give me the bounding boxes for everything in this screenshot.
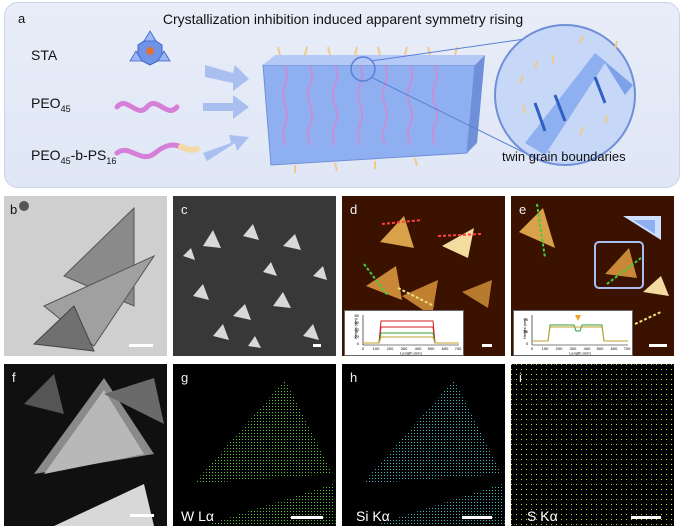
panel-letter-a: a <box>18 11 26 26</box>
eds-map-s: i S Kα <box>511 364 674 526</box>
svg-text:0: 0 <box>357 341 360 346</box>
peo-label: PEO45 <box>31 95 71 114</box>
svg-text:300: 300 <box>570 346 577 351</box>
svg-text:600: 600 <box>611 346 618 351</box>
sta-label: STA <box>31 47 58 63</box>
svg-text:100: 100 <box>542 346 549 351</box>
arrow-icons <box>203 65 249 161</box>
eds-map-si: h Si Kα <box>342 364 505 526</box>
eds-map-w: g W Lα <box>173 364 336 526</box>
svg-text:20: 20 <box>524 329 529 334</box>
sta-molecule-icon <box>129 30 171 66</box>
svg-text:80: 80 <box>355 313 360 318</box>
svg-text:100: 100 <box>373 346 380 351</box>
svg-text:60: 60 <box>355 320 360 325</box>
crystal-slab-icon <box>262 46 485 173</box>
svg-text:0: 0 <box>362 346 365 351</box>
panel-letter-d: d <box>350 202 358 217</box>
twin-boundary-zoom-icon <box>494 24 636 166</box>
panel-letter-g: g <box>181 370 189 385</box>
svg-text:Length (nm): Length (nm) <box>400 351 422 356</box>
svg-text:400: 400 <box>415 346 422 351</box>
svg-text:40: 40 <box>524 317 529 322</box>
svg-text:400: 400 <box>584 346 591 351</box>
scale-bar <box>130 514 154 517</box>
peo-chain-icon <box>114 101 180 113</box>
scale-bar <box>482 344 492 347</box>
scale-bar <box>631 516 661 519</box>
svg-text:0: 0 <box>526 341 529 346</box>
schematic-title: Crystallization inhibition induced appar… <box>162 11 524 27</box>
afm-image-d: d Height (nm) 0 20 40 60 80 0 100 200 30… <box>342 196 505 356</box>
element-label-si: Si Kα <box>356 508 390 524</box>
svg-text:200: 200 <box>387 346 394 351</box>
panel-letter-b: b <box>10 202 18 217</box>
svg-text:Length (nm): Length (nm) <box>569 351 591 356</box>
tem-image: b <box>4 196 167 356</box>
svg-text:600: 600 <box>442 346 449 351</box>
element-label-w: W Lα <box>181 508 214 524</box>
twin-boundary-label: twin grain boundaries <box>502 149 626 164</box>
schematic-drawing <box>114 24 636 173</box>
height-profile-inset-e: Height (nm) 0 20 40 0 100 200 300 400 50… <box>513 310 633 356</box>
svg-text:700: 700 <box>455 346 462 351</box>
scale-bar <box>649 344 667 347</box>
height-profile-inset-d: Height (nm) 0 20 40 60 80 0 100 200 300 … <box>344 310 464 356</box>
scale-bar <box>129 344 153 347</box>
panel-letter-e: e <box>519 202 527 217</box>
inset-ylabel: Height (nm) <box>353 317 358 339</box>
scale-bar <box>313 344 321 347</box>
peo-ps-chain-icon <box>114 142 184 160</box>
panel-letter-i: i <box>519 370 522 385</box>
scale-bar <box>462 516 492 519</box>
svg-text:300: 300 <box>401 346 408 351</box>
panel-letter-c: c <box>181 202 188 217</box>
scale-bar <box>291 516 323 519</box>
svg-text:200: 200 <box>556 346 563 351</box>
element-label-s: S Kα <box>527 508 558 524</box>
sem-image: c <box>173 196 336 356</box>
block-copolymer-label: PEO45-b-PS16 <box>31 147 117 166</box>
panel-letter-f: f <box>12 370 16 385</box>
stem-image: f <box>4 364 167 526</box>
schematic-panel: a Crystallization inhibition induced app… <box>4 2 680 188</box>
svg-text:700: 700 <box>624 346 631 351</box>
svg-text:500: 500 <box>428 346 435 351</box>
panel-letter-h: h <box>350 370 358 385</box>
svg-text:20: 20 <box>355 334 360 339</box>
svg-text:500: 500 <box>597 346 604 351</box>
svg-text:Height (nm): Height (nm) <box>522 317 527 339</box>
afm-image-e: e Height (nm) 0 20 40 0 100 200 300 400 … <box>511 196 674 356</box>
svg-text:40: 40 <box>355 327 360 332</box>
svg-text:0: 0 <box>531 346 534 351</box>
